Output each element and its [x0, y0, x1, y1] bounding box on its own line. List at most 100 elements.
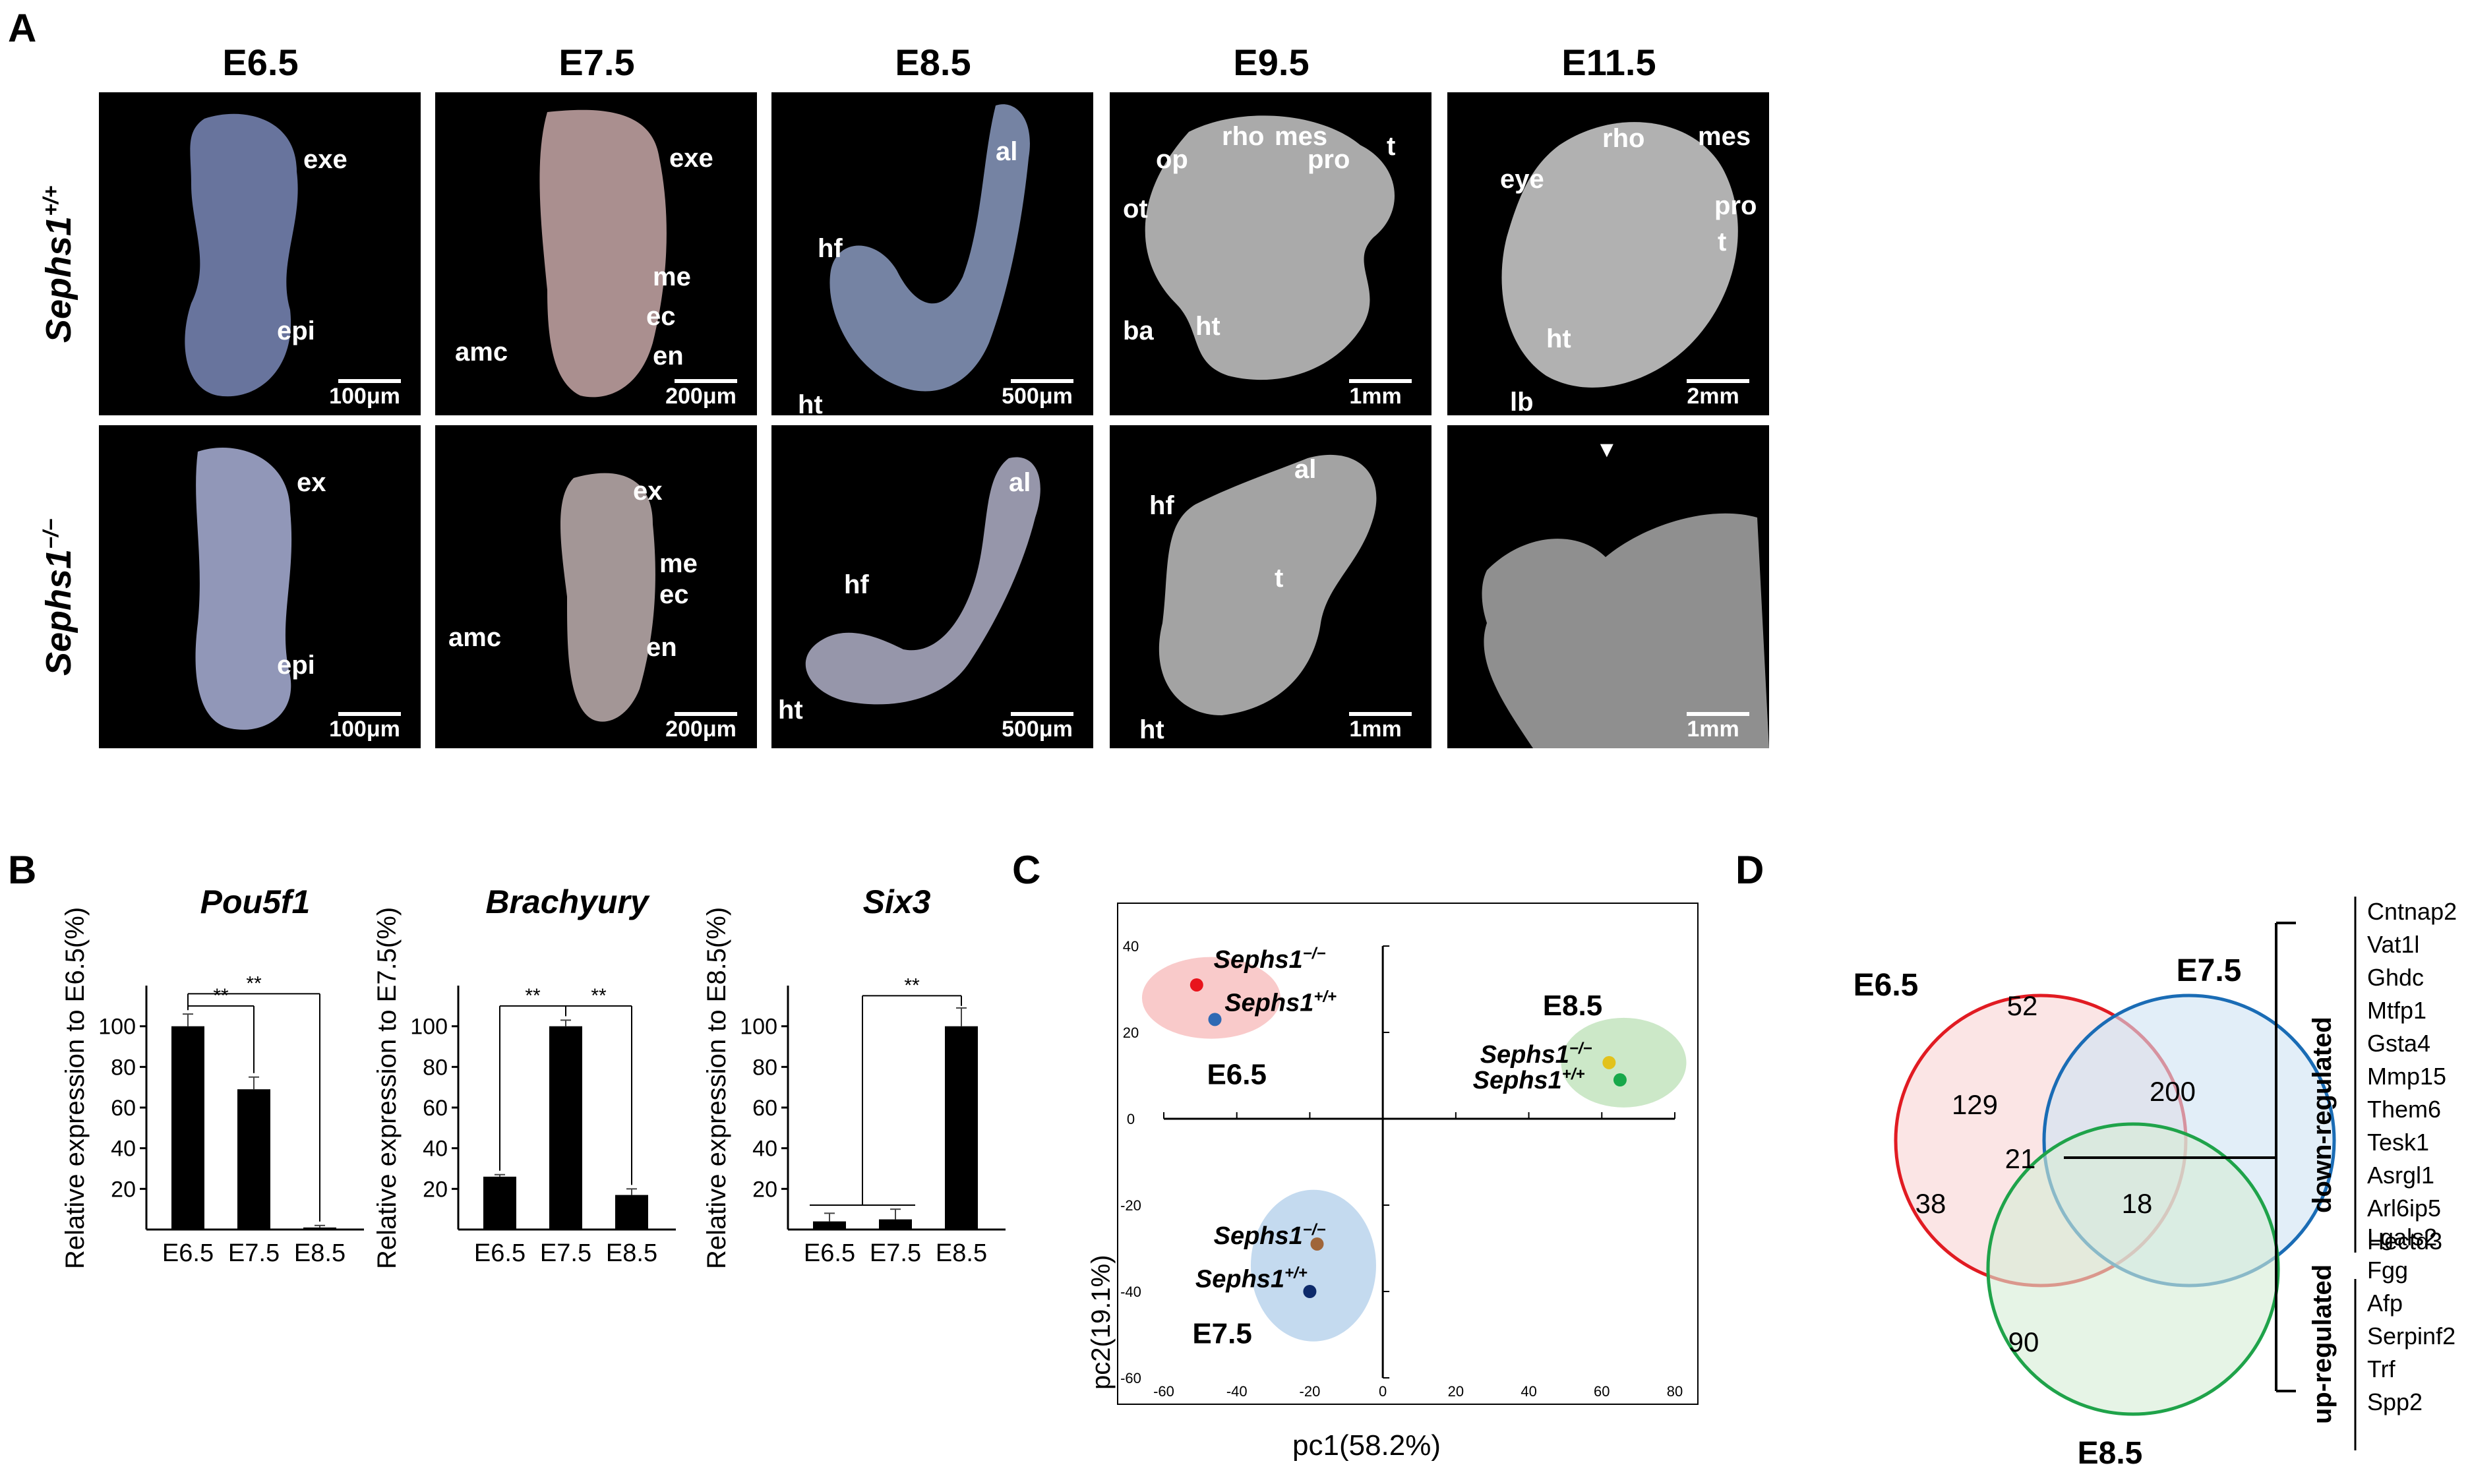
anatomy-label: amc — [448, 623, 502, 652]
scale-bar — [1349, 379, 1412, 383]
gene-name: Them6 — [2367, 1096, 2442, 1123]
y-axis-title: Relative expression to E7.5(%) — [373, 907, 402, 1269]
bar-chart: 20 40 60 80 100 E6.5 E7.5 E8.5 ** ** Pou5f1 Relativ… — [61, 883, 364, 1269]
point-label-genotype: +/+ — [1284, 1264, 1308, 1282]
embryo-shape — [805, 457, 1040, 705]
data-point — [1208, 1013, 1222, 1026]
gene-name: Hectd3 — [2367, 1228, 2443, 1255]
scale-bar-label: 200μm — [665, 384, 737, 409]
anatomy-label: mes — [1698, 122, 1751, 151]
y-tick-label: 80 — [423, 1055, 448, 1080]
anatomy-label: t — [1275, 564, 1284, 593]
y-tick-label: 20 — [423, 1177, 448, 1202]
embryo-image: ▼ 1mm — [1447, 425, 1769, 748]
point-label-genotype: −/− — [1303, 1221, 1326, 1239]
y-tick-label: 40 — [1123, 938, 1139, 955]
data-point — [1303, 1285, 1317, 1298]
embryo-image: rho mes op pro t ot ba ht 1mm — [1110, 92, 1431, 415]
point-label-name: Sephs1 — [1214, 1222, 1303, 1250]
data-point — [1602, 1055, 1616, 1069]
pca-y-axis-title: pc2(19.1%) — [1087, 1255, 1116, 1390]
y-tick-label: -40 — [1120, 1284, 1141, 1300]
embryo-illustration — [805, 457, 1040, 705]
embryo-image: al hf ht 500μm — [771, 425, 1093, 748]
down-regulated-gene-list: Cntnap2 Vat1l Ghdc Mtfp1 Gsta4 Mmp15 Them6 Tesk… — [2367, 895, 2457, 1258]
embryo-image: ex me ec amc en 200μm — [435, 425, 757, 748]
anatomy-label: exe — [669, 144, 713, 173]
chart-title: Pou5f1 — [200, 883, 311, 920]
venn-region-count: 90 — [2008, 1326, 2039, 1357]
embryo-image: al hf t ht 1mm — [1110, 425, 1431, 748]
x-tick-label: 60 — [1594, 1383, 1610, 1400]
down-regulated-label: down-regulated — [2308, 1017, 2337, 1213]
bar-chart: 20 40 60 80 100 E6.5 E7.5 E8.5 ** Six3 Relative ex… — [702, 883, 1006, 1269]
scale-bar-label: 1mm — [1349, 717, 1402, 742]
stage-label: E11.5 — [1561, 42, 1656, 83]
y-tick-label: 100 — [410, 1015, 448, 1040]
venn-region-count: 200 — [2150, 1076, 2196, 1107]
anatomy-label: me — [653, 262, 691, 291]
point-label-name: Sephs1 — [1480, 1041, 1569, 1069]
venn-set-label: E7.5 — [2177, 953, 2242, 988]
embryo-illustration — [560, 473, 655, 722]
y-tick-label: 20 — [752, 1177, 777, 1202]
y-tick-label: 60 — [423, 1096, 448, 1121]
group-ellipse — [1561, 1017, 1687, 1108]
scale-bar-label: 1mm — [1349, 384, 1402, 409]
bar — [945, 1026, 978, 1230]
x-tick-label: E8.5 — [936, 1239, 987, 1267]
anatomy-label: ht — [1139, 715, 1164, 744]
chart-title: Brachyury — [485, 883, 650, 920]
embryo-shape — [560, 473, 655, 722]
embryo-image: rho mes eye pro t ht lb 2mm — [1447, 92, 1769, 415]
scale-bar — [1011, 712, 1073, 716]
arrowhead-marker: ▼ — [1596, 437, 1618, 462]
data-point — [1310, 1237, 1324, 1251]
y-tick-label: 40 — [423, 1137, 448, 1162]
point-label: Sephs1−/− — [1214, 1221, 1326, 1250]
x-tick-label: -20 — [1300, 1383, 1321, 1400]
anatomy-label: t — [1718, 227, 1727, 256]
y-tick-label: 80 — [752, 1055, 777, 1080]
anatomy-label: rho — [1222, 122, 1265, 151]
anatomy-label: en — [653, 341, 684, 371]
gene-name: Gsta4 — [2367, 1030, 2431, 1057]
anatomy-label: epi — [277, 316, 315, 345]
venn-region-count: 38 — [1915, 1188, 1946, 1219]
up-regulated-label: up-regulated — [2308, 1264, 2337, 1424]
group-label: E8.5 — [1543, 990, 1603, 1022]
scale-bar — [675, 712, 737, 716]
scale-bar-label: 500μm — [1002, 717, 1073, 742]
bar — [615, 1195, 648, 1230]
anatomy-label: hf — [844, 570, 869, 599]
point-label: Sephs1+/+ — [1224, 988, 1337, 1017]
embryo-illustration — [185, 113, 298, 397]
embryo-illustration — [195, 448, 292, 730]
genotype-label-wild-type: Sephs1+/+ — [39, 185, 78, 343]
scale-bar — [1687, 712, 1749, 716]
bar — [813, 1221, 846, 1230]
scale-bar-label: 1mm — [1687, 717, 1739, 742]
anatomy-label: me — [659, 549, 698, 578]
gene-name: Tesk1 — [2367, 1129, 2430, 1156]
y-tick-label: 20 — [111, 1177, 136, 1202]
embryo-illustration — [1501, 122, 1738, 388]
gene-name: Trf — [2367, 1355, 2395, 1382]
significance-label: ** — [525, 985, 541, 1007]
anatomy-label: pro — [1308, 145, 1350, 174]
point-label-name: Sephs1 — [1195, 1265, 1284, 1293]
x-tick-label: E7.5 — [870, 1239, 921, 1267]
gene-name: Mmp15 — [2367, 1063, 2447, 1090]
stage-label: E9.5 — [1233, 42, 1310, 83]
embryo-image: exe epi 100μm — [99, 92, 421, 415]
embryo-illustration — [539, 109, 667, 398]
embryo-shape — [1159, 454, 1377, 715]
embryo-illustration — [1482, 513, 1769, 748]
scale-bar-label: 100μm — [329, 717, 400, 742]
anatomy-label: ec — [659, 580, 689, 609]
panel-label-d: D — [1735, 848, 1764, 892]
venn-set-circle — [1986, 1122, 2280, 1416]
up-regulated-gene-list: Lgals2 Fgg Afp Serpinf2 Trf Spp2 — [2367, 1221, 2455, 1419]
venn-region-count: 18 — [2122, 1188, 2153, 1219]
embryo-shape — [1145, 115, 1395, 380]
